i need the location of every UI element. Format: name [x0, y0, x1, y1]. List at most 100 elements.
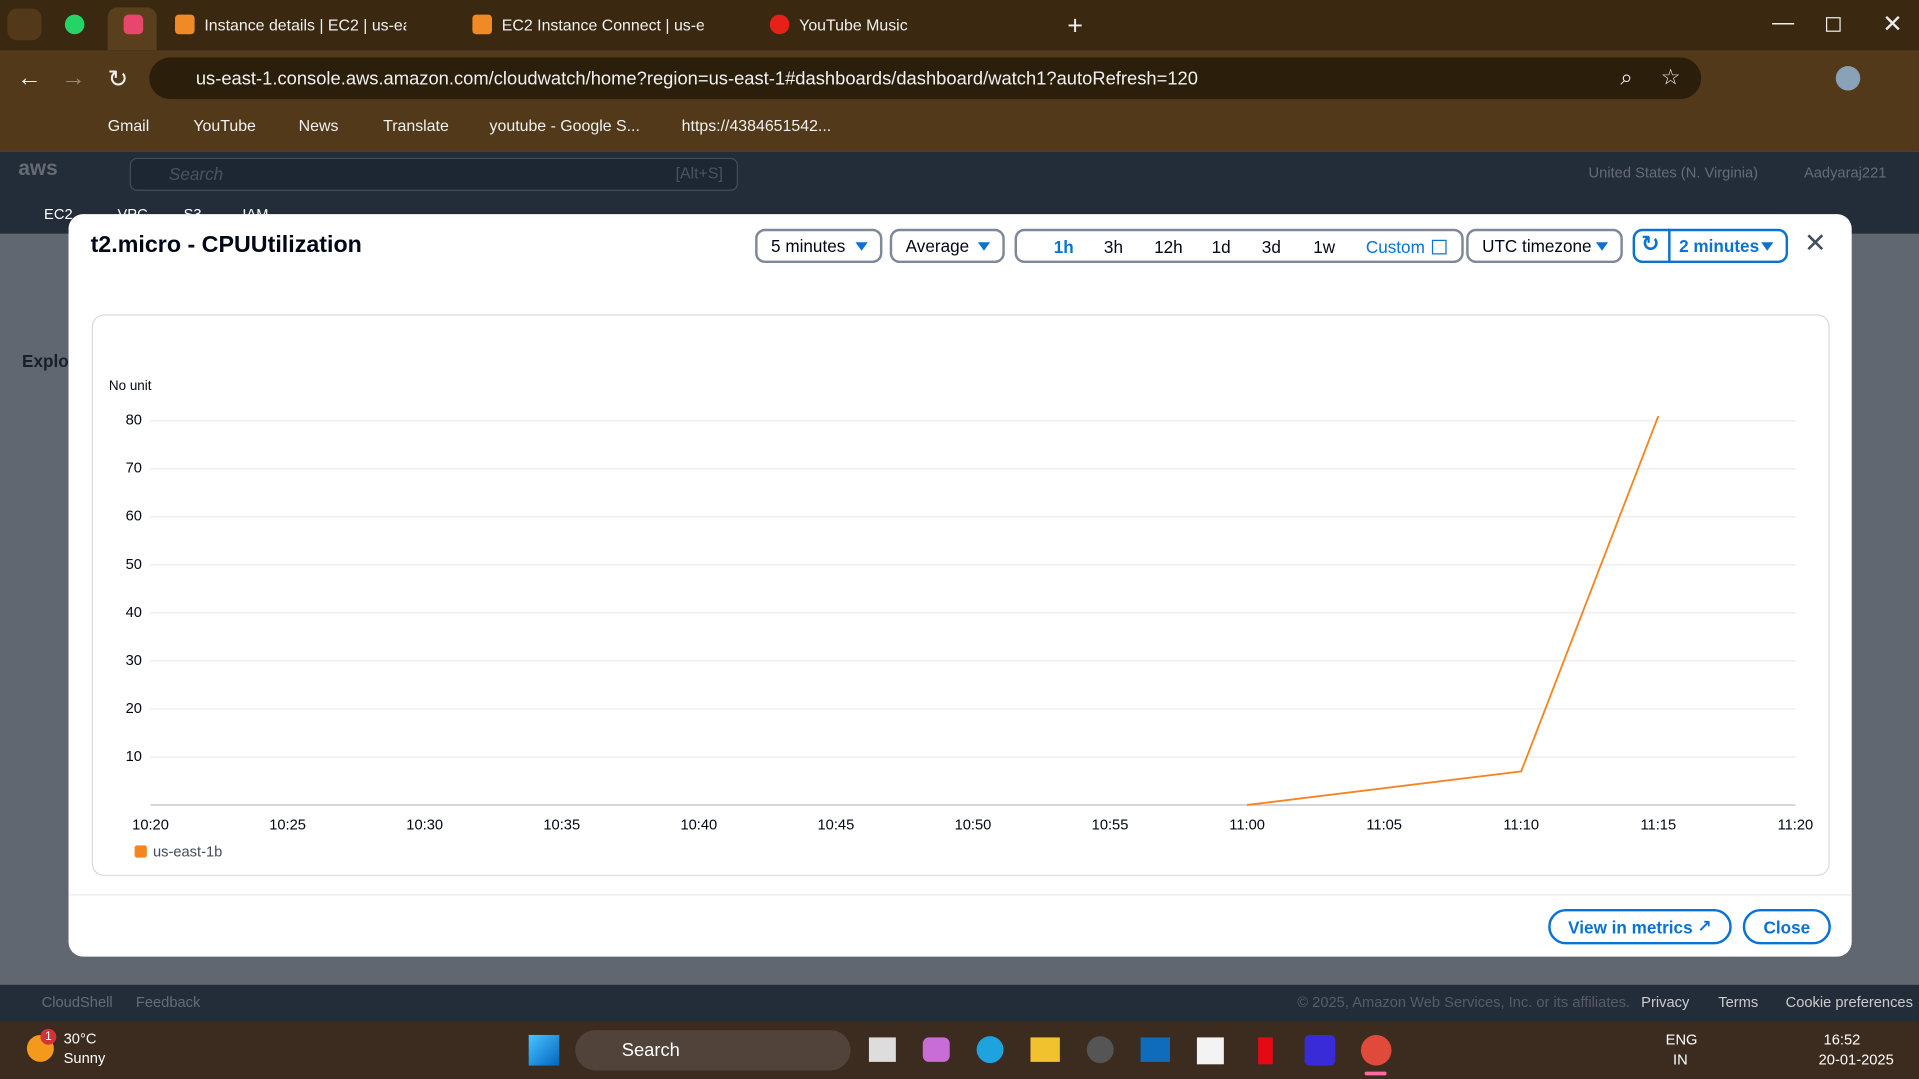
- tab-title[interactable]: EC2 Instance Connect | us-east-: [501, 15, 704, 35]
- tab-icon: [769, 14, 790, 35]
- time-range[interactable]: 1w: [1313, 237, 1336, 257]
- x-tick-label: 10:40: [680, 818, 717, 834]
- x-tick-label: 11:20: [1778, 818, 1814, 834]
- app-icon[interactable]: [1030, 1037, 1060, 1062]
- app-icon[interactable]: [1360, 1034, 1392, 1066]
- x-tick-label: 10:55: [1092, 818, 1129, 834]
- url: us-east-1.console.aws.amazon.com/cloudwa…: [195, 68, 1198, 90]
- tab-strip: [0, 0, 1919, 51]
- timezone-select[interactable]: UTC timezone: [1466, 228, 1623, 264]
- x-tick-label: 10:20: [132, 818, 169, 834]
- clock-date[interactable]: 20-01-2025: [1818, 1050, 1894, 1068]
- timezone: UTC timezone: [1482, 236, 1592, 256]
- bookmark[interactable]: YouTube: [193, 116, 256, 135]
- footer-link[interactable]: Terms: [1718, 993, 1759, 1011]
- refresh-select[interactable]: 2 minutes: [1632, 228, 1789, 264]
- restore[interactable]: [1825, 17, 1841, 32]
- x-tick-label: 10:45: [818, 818, 855, 834]
- taskbar-search-text: Search: [621, 1039, 680, 1061]
- x-tick-label: 10:50: [955, 818, 992, 834]
- start-button[interactable]: [528, 1034, 560, 1066]
- time-range[interactable]: 3h: [1103, 237, 1123, 257]
- x-tick-label: 10:30: [406, 818, 443, 834]
- weather: Sunny: [63, 1049, 106, 1067]
- tab-title[interactable]: Instance details | EC2 | us-east-: [204, 15, 406, 35]
- x-tick-label: 11:05: [1366, 818, 1402, 834]
- time-range[interactable]: 12h: [1154, 237, 1183, 257]
- y-tick-label: 50: [126, 557, 142, 573]
- tab-menu[interactable]: [7, 8, 42, 41]
- refresh: 2 minutes: [1679, 236, 1760, 256]
- range-group: [1014, 228, 1464, 264]
- taskbar: [0, 1021, 1919, 1079]
- refresh-icon[interactable]: ↻: [1641, 231, 1660, 256]
- temperature: 30°C: [63, 1030, 97, 1048]
- stat-select[interactable]: Average: [889, 228, 1005, 264]
- modal-divider: [68, 894, 1852, 896]
- bookmark[interactable]: Translate: [383, 116, 449, 135]
- profile[interactable]: [1835, 66, 1861, 91]
- language[interactable]: ENG: [1665, 1031, 1698, 1049]
- close: Close: [1763, 916, 1811, 937]
- y-tick-label: 70: [126, 461, 142, 477]
- service-shortcut[interactable]: VPC: [117, 205, 148, 223]
- footer-link[interactable]: Privacy: [1641, 993, 1690, 1011]
- new-tab[interactable]: +: [1067, 9, 1083, 41]
- modal-close-x[interactable]: ✕: [1803, 227, 1827, 259]
- app-icon[interactable]: [1196, 1037, 1224, 1065]
- app-icon[interactable]: [1140, 1037, 1171, 1062]
- bookmark[interactable]: News: [298, 116, 339, 135]
- y-tick-label: 30: [126, 653, 142, 669]
- tab-icon: [123, 14, 144, 35]
- bookmark[interactable]: Gmail: [107, 116, 150, 135]
- y-tick-label: 80: [126, 413, 142, 429]
- forward[interactable]: →: [61, 64, 86, 92]
- time-range[interactable]: 1h: [1053, 237, 1074, 257]
- app-icon[interactable]: [976, 1036, 1004, 1064]
- minimize[interactable]: —: [1772, 9, 1795, 35]
- taskbar-search[interactable]: [575, 1030, 851, 1071]
- tab-icon: [175, 14, 195, 35]
- legend-label: us-east-1b: [153, 845, 222, 861]
- whatsapp-tab[interactable]: [64, 14, 85, 35]
- chart: No unit 10 20 30 40 50 60 70 80 10:20 10:25 10:30 1…: [109, 378, 1814, 861]
- bookmark[interactable]: youtube - Google S...: [489, 116, 640, 135]
- service-shortcut[interactable]: IAM: [242, 205, 269, 223]
- y-tick-label: 60: [126, 509, 142, 525]
- app-icon[interactable]: [868, 1037, 896, 1062]
- active-indicator: [1364, 1071, 1387, 1076]
- app-icon[interactable]: [922, 1037, 950, 1062]
- view-metrics-button[interactable]: View in metrics ↗: [1548, 908, 1732, 945]
- period: 5 minutes: [771, 236, 846, 256]
- app-icon[interactable]: [1304, 1034, 1336, 1066]
- close-button[interactable]: Close: [1742, 908, 1831, 945]
- close-window[interactable]: ✕: [1882, 11, 1903, 38]
- tab-icon: [472, 14, 492, 35]
- zoom-icon[interactable]: ⌕: [1620, 64, 1633, 90]
- bookmark-star[interactable]: ☆: [1660, 64, 1681, 90]
- period-select[interactable]: 5 minutes: [755, 228, 883, 264]
- x-tick-label: 11:15: [1640, 818, 1676, 834]
- time-range[interactable]: 3d: [1261, 237, 1281, 257]
- modal: [68, 214, 1852, 957]
- footer-link[interactable]: Cookie preferences: [1785, 993, 1913, 1011]
- service-shortcut[interactable]: S3: [183, 205, 202, 223]
- back[interactable]: ←: [17, 64, 42, 92]
- app-icon[interactable]: [1258, 1037, 1273, 1065]
- x-tick-label: 10:35: [543, 818, 580, 834]
- chart-container: [91, 314, 1830, 876]
- tab-title[interactable]: YouTube Music: [799, 15, 908, 35]
- app-icon[interactable]: [1086, 1036, 1114, 1064]
- address-bar[interactable]: [149, 57, 1702, 100]
- clock-time[interactable]: 16:52: [1823, 1031, 1861, 1049]
- custom-range[interactable]: Custom: [1365, 237, 1425, 257]
- time-range[interactable]: 1d: [1211, 237, 1231, 257]
- bookmark[interactable]: https://4384651542...: [681, 116, 832, 135]
- y-tick-label: 20: [126, 701, 142, 717]
- service-shortcut[interactable]: EC2: [44, 205, 73, 223]
- input-region[interactable]: IN: [1673, 1050, 1688, 1068]
- reload[interactable]: ↻: [107, 66, 129, 93]
- refresh-divider: [1668, 228, 1671, 264]
